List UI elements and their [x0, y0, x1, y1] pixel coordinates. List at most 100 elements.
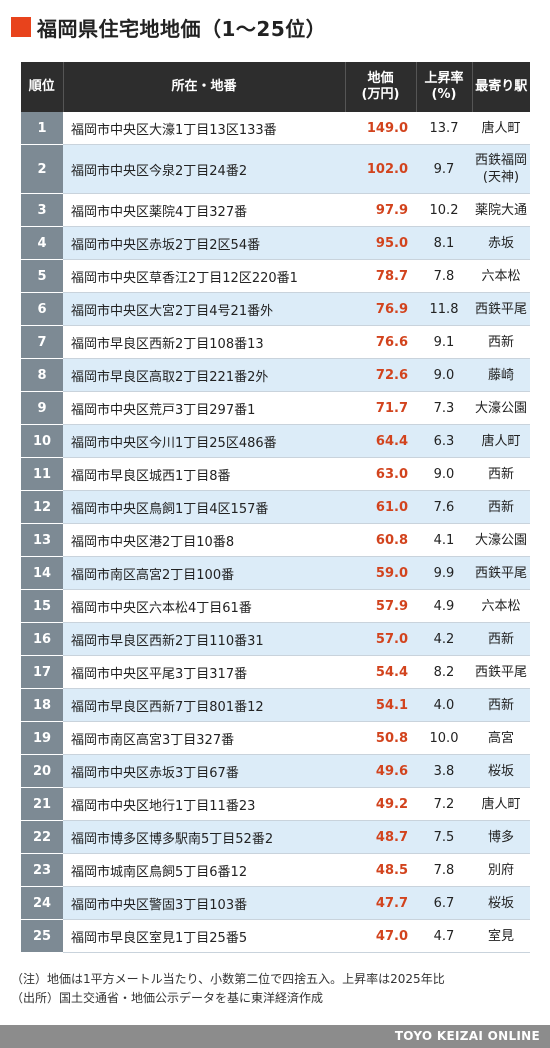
table-row: 8 福岡市早良区高取2丁目221番2外 72.6 9.0 藤崎	[21, 358, 530, 392]
notes: （注）地価は1平方メートル当たり、小数第二位で四捨五入。上昇率は2025年比 （…	[11, 970, 445, 1008]
address-cell: 福岡市中央区六本松4丁目61番	[63, 589, 345, 623]
address-cell: 福岡市中央区平尾3丁目317番	[63, 655, 345, 689]
station-cell: 西新	[472, 490, 530, 524]
header-rate: 上昇率 (%)	[416, 62, 473, 112]
rank-cell: 24	[21, 886, 63, 920]
table-row: 1 福岡市中央区大濠1丁目13区133番 149.0 13.7 唐人町	[21, 112, 530, 145]
rate-cell: 7.8	[416, 853, 472, 887]
price-cell: 78.7	[345, 259, 416, 293]
rate-cell: 11.8	[416, 292, 472, 326]
rate-cell: 13.7	[416, 112, 472, 145]
rate-cell: 8.2	[416, 655, 472, 689]
table-row: 16 福岡市早良区西新2丁目110番31 57.0 4.2 西新	[21, 622, 530, 656]
address-cell: 福岡市早良区西新2丁目110番31	[63, 622, 345, 656]
rank-cell: 12	[21, 490, 63, 524]
address-cell: 福岡市中央区鳥飼1丁目4区157番	[63, 490, 345, 524]
station-cell: 西鉄福岡 (天神)	[472, 144, 530, 194]
rate-cell: 4.0	[416, 688, 472, 722]
rank-cell: 10	[21, 424, 63, 458]
price-cell: 49.2	[345, 787, 416, 821]
address-cell: 福岡市博多区博多駅南5丁目52番2	[63, 820, 345, 854]
station-cell: 西鉄平尾	[472, 655, 530, 689]
station-cell: 西新	[472, 622, 530, 656]
station-cell: 桜坂	[472, 754, 530, 788]
address-cell: 福岡市中央区赤坂3丁目67番	[63, 754, 345, 788]
rate-cell: 9.1	[416, 325, 472, 359]
address-cell: 福岡市南区高宮2丁目100番	[63, 556, 345, 590]
station-cell: 赤坂	[472, 226, 530, 260]
price-cell: 59.0	[345, 556, 416, 590]
rank-cell: 14	[21, 556, 63, 590]
rank-cell: 21	[21, 787, 63, 821]
rank-cell: 1	[21, 112, 63, 145]
rank-cell: 18	[21, 688, 63, 722]
rank-cell: 16	[21, 622, 63, 656]
address-cell: 福岡市中央区警固3丁目103番	[63, 886, 345, 920]
address-cell: 福岡市中央区薬院4丁目327番	[63, 193, 345, 227]
station-cell: 西新	[472, 457, 530, 491]
price-cell: 54.1	[345, 688, 416, 722]
rate-cell: 9.9	[416, 556, 472, 590]
station-cell: 高宮	[472, 721, 530, 755]
rank-cell: 7	[21, 325, 63, 359]
table-row: 6 福岡市中央区大宮2丁目4号21番外 76.9 11.8 西鉄平尾	[21, 292, 530, 326]
address-cell: 福岡市中央区大濠1丁目13区133番	[63, 112, 345, 145]
price-cell: 149.0	[345, 112, 416, 145]
table-row: 19 福岡市南区高宮3丁目327番 50.8 10.0 高宮	[21, 721, 530, 755]
price-cell: 57.0	[345, 622, 416, 656]
rate-cell: 8.1	[416, 226, 472, 260]
rate-cell: 7.8	[416, 259, 472, 293]
rank-cell: 6	[21, 292, 63, 326]
station-cell: 唐人町	[472, 112, 530, 145]
rank-cell: 8	[21, 358, 63, 392]
rate-cell: 6.3	[416, 424, 472, 458]
address-cell: 福岡市中央区地行1丁目11番23	[63, 787, 345, 821]
address-cell: 福岡市中央区今泉2丁目24番2	[63, 144, 345, 194]
note-line: （注）地価は1平方メートル当たり、小数第二位で四捨五入。上昇率は2025年比	[11, 972, 445, 986]
rate-cell: 9.0	[416, 358, 472, 392]
address-cell: 福岡市中央区赤坂2丁目2区54番	[63, 226, 345, 260]
station-cell: 大濠公園	[472, 391, 530, 425]
table-row: 12 福岡市中央区鳥飼1丁目4区157番 61.0 7.6 西新	[21, 490, 530, 524]
header-rank: 順位	[21, 62, 64, 112]
price-cell: 57.9	[345, 589, 416, 623]
table-row: 25 福岡市早良区室見1丁目25番5 47.0 4.7 室見	[21, 919, 530, 953]
rank-cell: 3	[21, 193, 63, 227]
rate-cell: 4.2	[416, 622, 472, 656]
rate-cell: 7.3	[416, 391, 472, 425]
station-cell: 西新	[472, 688, 530, 722]
rank-cell: 19	[21, 721, 63, 755]
address-cell: 福岡市早良区西新2丁目108番13	[63, 325, 345, 359]
station-cell: 桜坂	[472, 886, 530, 920]
rank-cell: 2	[21, 144, 63, 194]
table-row: 15 福岡市中央区六本松4丁目61番 57.9 4.9 六本松	[21, 589, 530, 623]
price-cell: 76.9	[345, 292, 416, 326]
table-row: 11 福岡市早良区城西1丁目8番 63.0 9.0 西新	[21, 457, 530, 491]
rate-cell: 4.9	[416, 589, 472, 623]
rank-cell: 15	[21, 589, 63, 623]
rate-cell: 4.1	[416, 523, 472, 557]
price-cell: 49.6	[345, 754, 416, 788]
station-cell: 大濠公園	[472, 523, 530, 557]
address-cell: 福岡市早良区高取2丁目221番2外	[63, 358, 345, 392]
header-station: 最寄り駅	[472, 62, 530, 112]
address-cell: 福岡市早良区西新7丁目801番12	[63, 688, 345, 722]
table-row: 23 福岡市城南区鳥飼5丁目6番12 48.5 7.8 別府	[21, 853, 530, 887]
rate-cell: 7.6	[416, 490, 472, 524]
table-row: 4 福岡市中央区赤坂2丁目2区54番 95.0 8.1 赤坂	[21, 226, 530, 260]
rank-cell: 23	[21, 853, 63, 887]
table-row: 2 福岡市中央区今泉2丁目24番2 102.0 9.7 西鉄福岡 (天神)	[21, 144, 530, 194]
table-row: 9 福岡市中央区荒戸3丁目297番1 71.7 7.3 大濠公園	[21, 391, 530, 425]
header-address: 所在・地番	[63, 62, 346, 112]
address-cell: 福岡市中央区港2丁目10番8	[63, 523, 345, 557]
price-cell: 63.0	[345, 457, 416, 491]
rate-cell: 7.5	[416, 820, 472, 854]
rank-cell: 22	[21, 820, 63, 854]
rank-cell: 17	[21, 655, 63, 689]
table-row: 13 福岡市中央区港2丁目10番8 60.8 4.1 大濠公園	[21, 523, 530, 557]
station-cell: 唐人町	[472, 424, 530, 458]
table-row: 7 福岡市早良区西新2丁目108番13 76.6 9.1 西新	[21, 325, 530, 359]
address-cell: 福岡市中央区今川1丁目25区486番	[63, 424, 345, 458]
rank-cell: 13	[21, 523, 63, 557]
station-cell: 六本松	[472, 589, 530, 623]
